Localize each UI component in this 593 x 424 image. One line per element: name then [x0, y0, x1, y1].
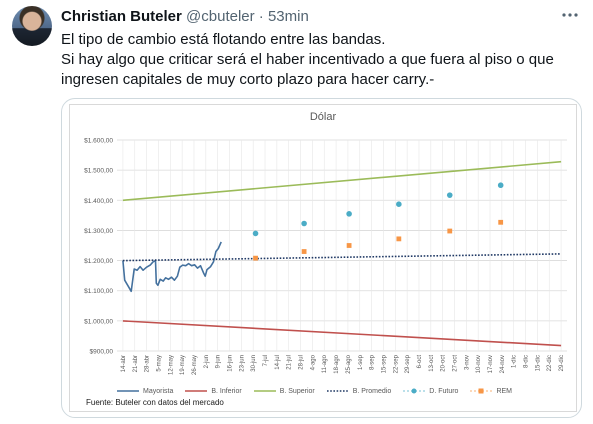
y-tick-label: $900,00	[90, 349, 114, 356]
x-tick-label: 19-may	[180, 355, 186, 375]
legend-label: B. Promedio	[352, 387, 392, 395]
legend-label: B. Superior	[279, 387, 315, 395]
x-tick-label: 21-jul	[287, 355, 293, 370]
author-handle[interactable]: @cbuteler	[186, 8, 255, 25]
chart-plot: $900,00 $1.000,00 $1.100,00 $1.200,00 $1.300…	[84, 138, 567, 375]
tweet-text: El tipo de cambio está flotando entre la…	[61, 30, 581, 90]
series-point-rem	[346, 243, 352, 248]
legend-swatch	[117, 390, 139, 392]
x-tick-label: 3-nov	[464, 355, 470, 370]
x-tick-label: 22-sep	[393, 354, 399, 373]
series-line-b-inferior	[122, 320, 562, 347]
x-tick-label: 8-dic	[524, 355, 530, 368]
tweet-media-image[interactable]: Dólar $900,00 $1.000,00 $1.100,00 $1.200,00…	[61, 98, 582, 418]
y-tick-label: $1.300,00	[84, 228, 113, 235]
legend-swatch	[185, 390, 208, 392]
x-tick-label: 23-jun	[239, 355, 245, 372]
more-horizontal-icon[interactable]	[561, 8, 579, 25]
y-tick-label: $1.500,00	[84, 168, 113, 175]
legend-item-b-promedio: B. Promedio	[326, 387, 392, 395]
x-tick-label: 18-ago	[334, 354, 340, 373]
series-point-d-futuro	[396, 201, 402, 208]
chart-source-note: Fuente: Buteler con datos del mercado	[86, 398, 224, 407]
series-point-rem	[396, 236, 402, 242]
series-point-rem	[498, 219, 504, 225]
legend-item-mayorista: Mayorista	[117, 387, 173, 395]
x-tick-label: 11-ago	[322, 354, 328, 373]
x-tick-label: 12-may	[168, 355, 174, 375]
legend-swatch	[326, 390, 349, 392]
x-tick-label: 1-sep	[358, 354, 364, 370]
x-tick-label: 10-nov	[476, 355, 482, 373]
series-line-b-promedio	[122, 253, 562, 262]
legend-label: REM	[496, 387, 513, 395]
x-tick-label: 2-jun	[204, 355, 210, 368]
x-tick-label: 14-jul	[275, 355, 281, 370]
x-tick-label: 4-ago	[310, 354, 316, 370]
x-tick-label: 30-jun	[251, 355, 257, 372]
x-tick-label: 15-sep	[381, 354, 387, 373]
legend-label: Mayorista	[143, 387, 174, 395]
x-tick-label: 21-abr	[133, 355, 139, 372]
x-tick-label: 8-sep	[370, 354, 376, 370]
tweet-text-line-1: El tipo de cambio está flotando entre la…	[61, 31, 386, 48]
x-tick-label: 28-abr	[145, 355, 151, 372]
x-tick-label: 5-may	[156, 355, 162, 372]
x-tick-label: 25-ago	[346, 354, 352, 373]
legend-label: B. Inferior	[211, 387, 242, 395]
author-avatar[interactable]	[12, 6, 52, 46]
tweet-header: Christian Buteler @cbuteler · 53min	[61, 8, 309, 25]
x-tick-label: 24-nov	[500, 355, 506, 373]
series-line-b-superior	[122, 160, 562, 202]
y-tick-label: $1.200,00	[84, 258, 113, 265]
legend-item-b-inferior: B. Inferior	[185, 387, 242, 395]
x-tick-label: 28-jul	[299, 355, 305, 370]
x-tick-label: 20-oct	[441, 355, 447, 372]
x-tick-label: 15-dic	[535, 355, 541, 371]
series-point-d-futuro	[446, 192, 453, 198]
x-tick-label: 22-dic	[547, 355, 553, 371]
x-tick-label: 29-dic	[559, 355, 565, 371]
y-tick-label: $1.600,00	[84, 138, 113, 145]
chart-area: Dólar $900,00 $1.000,00 $1.100,00 $1.200,00…	[69, 104, 577, 412]
series-line-mayorista	[122, 241, 222, 293]
tweet-timestamp[interactable]: 53min	[267, 8, 309, 25]
author-name[interactable]: Christian Buteler	[61, 8, 182, 25]
legend-item-d-futuro: D. Futuro	[403, 387, 458, 395]
y-tick-label: $1.100,00	[84, 288, 113, 295]
x-tick-label: 13-oct	[429, 355, 435, 372]
x-tick-label: 27-oct	[453, 355, 459, 372]
legend-swatch	[403, 388, 426, 394]
tweet-text-line-2: Si hay algo que criticar será el haber i…	[61, 51, 554, 88]
series-point-d-futuro	[497, 182, 504, 189]
x-tick-label: 6-oct	[417, 355, 423, 369]
separator-dot: ·	[258, 8, 264, 25]
y-tick-label: $1.400,00	[84, 198, 113, 205]
chart-legend: Mayorista B. Inferior B. Superior B. Promed…	[117, 382, 524, 395]
legend-item-rem: REM	[470, 387, 512, 395]
series-point-d-futuro	[346, 211, 352, 217]
x-tick-label: 14-abr	[121, 355, 127, 372]
x-tick-label: 7-jul	[263, 355, 269, 366]
x-tick-label: 26-may	[192, 355, 198, 375]
x-tick-label: 1-dic	[512, 355, 518, 368]
y-tick-label: $1.000,00	[84, 318, 113, 325]
series-point-d-futuro	[301, 220, 307, 227]
x-tick-label: 9-jun	[216, 355, 222, 368]
x-tick-label: 16-jun	[228, 355, 234, 372]
chart-title: Dólar	[309, 111, 337, 123]
series-point-rem	[447, 228, 453, 234]
legend-label: D. Futuro	[429, 387, 459, 395]
x-tick-label: 17-nov	[488, 355, 494, 373]
legend-swatch	[253, 390, 276, 392]
series-point-rem	[253, 255, 258, 261]
legend-swatch	[470, 388, 493, 394]
series-point-d-futuro	[252, 230, 259, 237]
legend-item-b-superior: B. Superior	[253, 387, 315, 395]
x-tick-label: 29-sep	[405, 354, 411, 373]
series-point-rem	[301, 249, 307, 254]
